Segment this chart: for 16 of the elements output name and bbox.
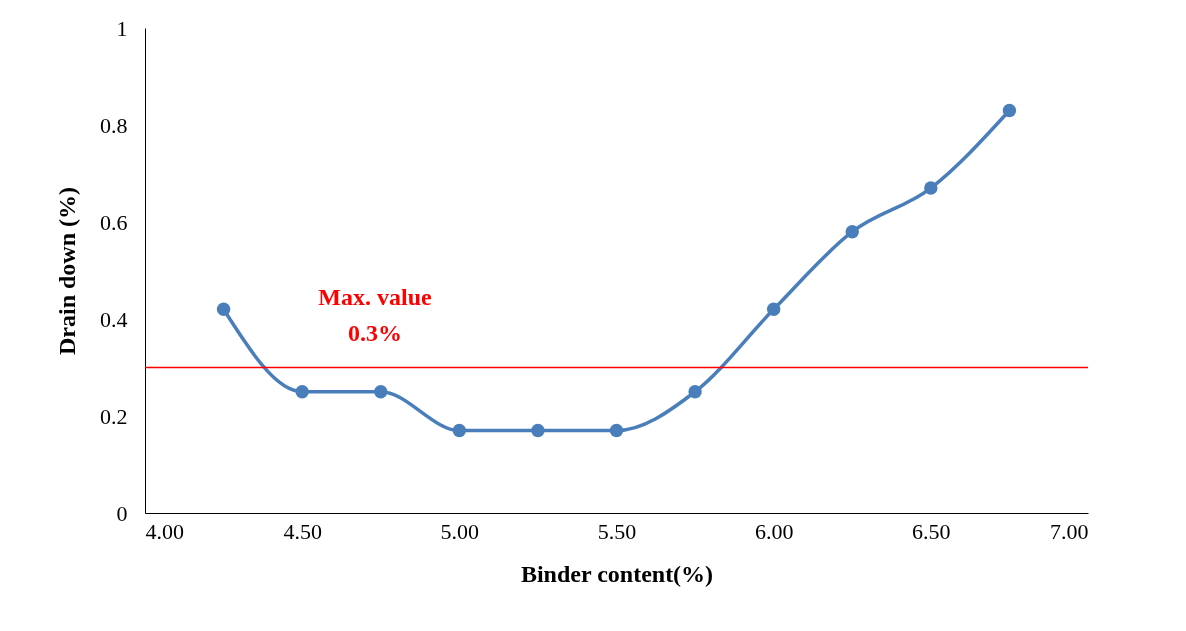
x-tick-label: 6.50 <box>912 518 951 544</box>
y-tick-label: 0.2 <box>100 403 128 429</box>
y-tick-label: 0.8 <box>100 112 128 138</box>
y-axis-title: Drain down (%) <box>54 186 80 356</box>
x-tick-label: 7.00 <box>1050 518 1089 544</box>
x-tick-label: 6.00 <box>754 518 794 544</box>
x-tick-label: 4.00 <box>145 518 184 544</box>
y-tick-label: 0 <box>116 500 128 526</box>
x-tick-label: 4.50 <box>283 518 322 544</box>
x-tick-label: 5.50 <box>597 518 637 544</box>
ref-line-label: Max. value 0.3% <box>318 283 432 346</box>
y-tick-label: 0.6 <box>100 209 128 235</box>
y-tick-label: 1 <box>116 15 128 41</box>
x-axis-title: Binder content(%) <box>520 560 714 587</box>
x-tick-label: 5.00 <box>440 518 480 544</box>
y-tick-label: 0.4 <box>100 306 128 332</box>
